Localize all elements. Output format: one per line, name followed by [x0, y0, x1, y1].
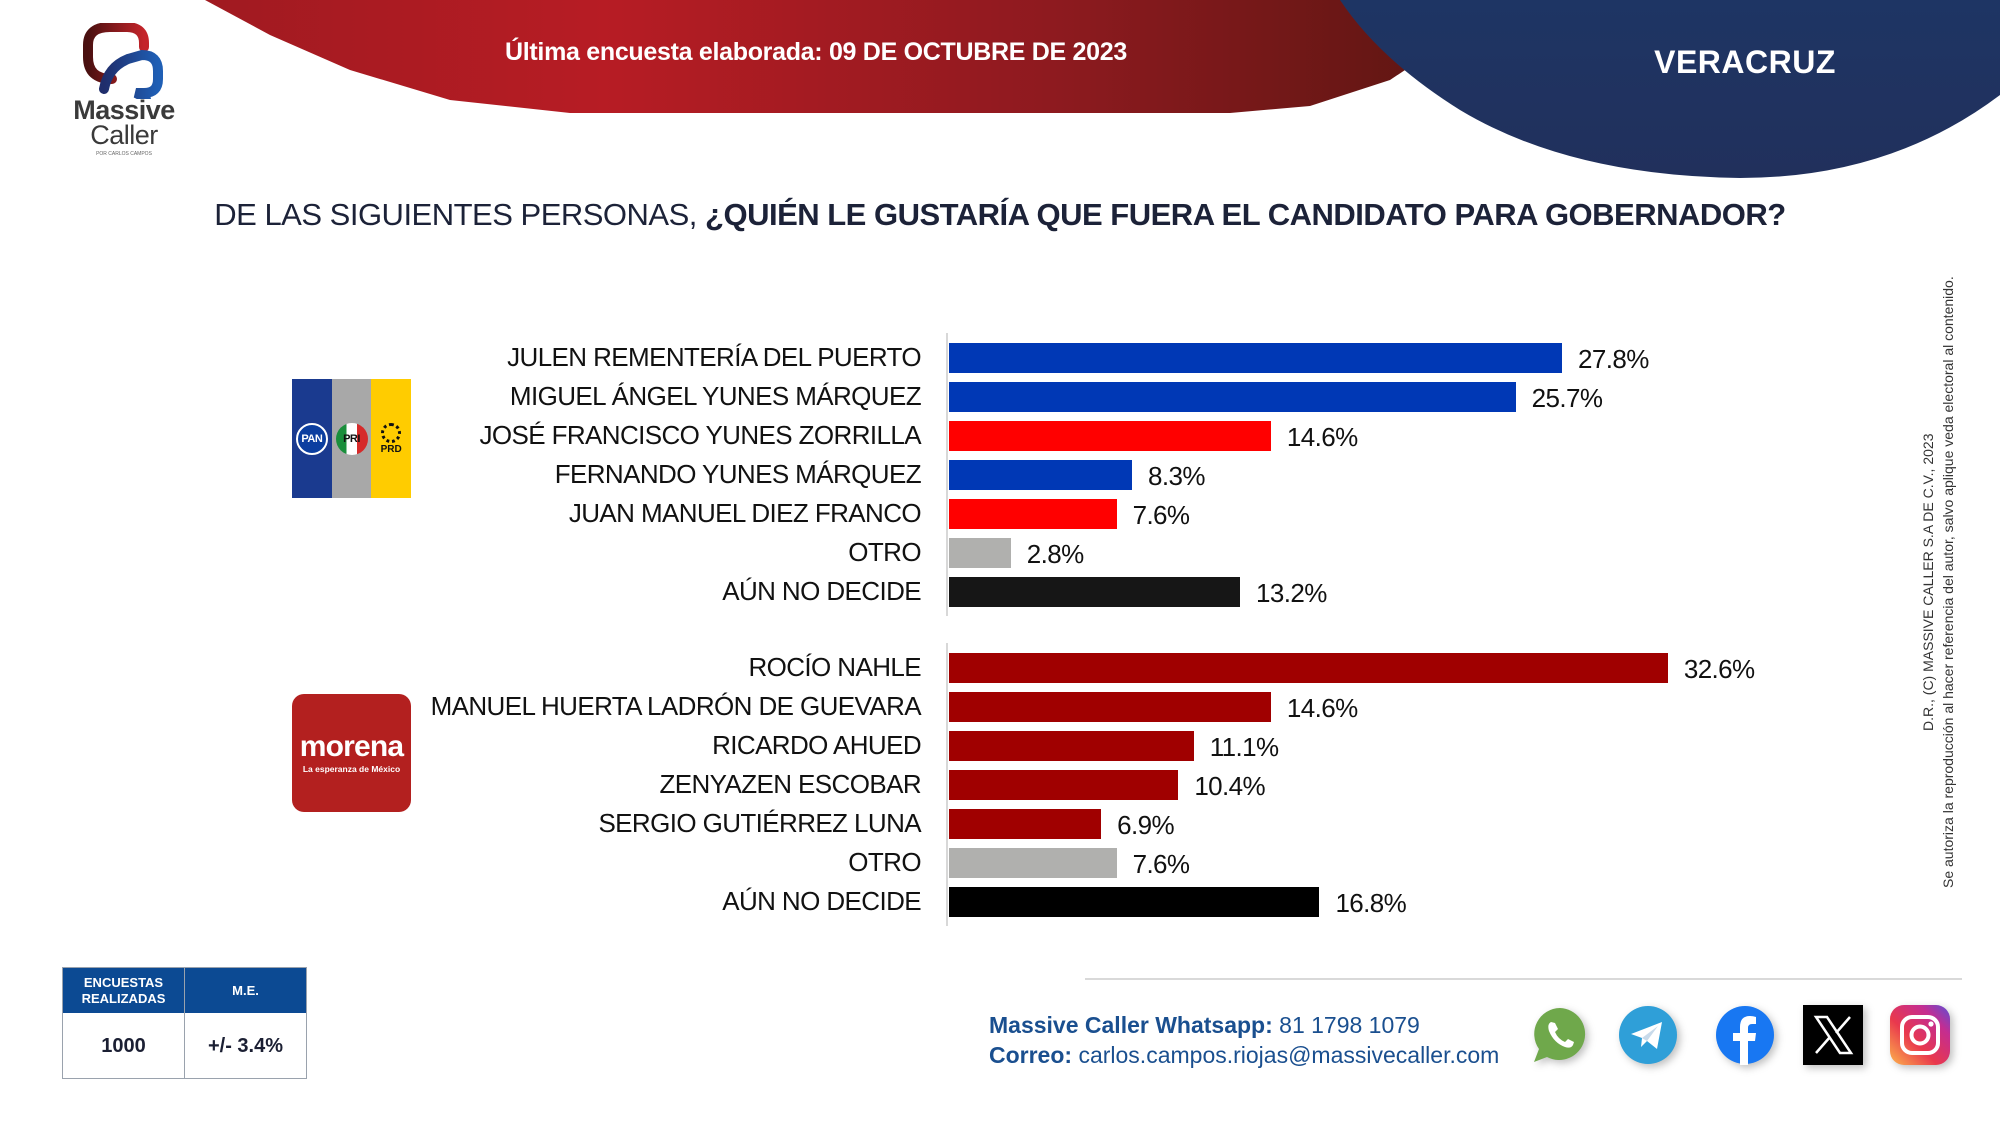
- surveys-done-value: 1000: [101, 1034, 146, 1057]
- value-label: 11.1%: [1209, 732, 1279, 762]
- survey-date: Última encuesta elaborada: 09 DE OCTUBRE…: [505, 38, 1127, 66]
- candidate-label: MANUEL HUERTA LADRÓN DE GUEVARA: [430, 691, 922, 721]
- candidate-label: ROCÍO NAHLE: [748, 652, 921, 682]
- pri-stripe: PRI: [331, 379, 372, 498]
- question-prefix: DE LAS SIGUIENTES PERSONAS,: [214, 197, 706, 232]
- email-link[interactable]: carlos.campos.riojas@massivecaller.com: [1078, 1042, 1500, 1068]
- value-label: 6.9%: [1117, 810, 1175, 840]
- candidate-label: SERGIO GUTIÉRREZ LUNA: [598, 808, 921, 838]
- value-label: 32.6%: [1683, 654, 1755, 684]
- whatsapp-contact: Massive Caller Whatsapp: 81 1798 1079: [989, 1012, 1420, 1039]
- prd-logo-text: PRD: [380, 443, 402, 455]
- candidate-label: JUAN MANUEL DIEZ FRANCO: [568, 498, 922, 528]
- pan-pri-prd-coalition-logo: PAN PRI PRD: [292, 379, 412, 498]
- whatsapp-label: Massive Caller Whatsapp:: [989, 1012, 1273, 1038]
- candidate-label: OTRO: [848, 847, 921, 877]
- bar: [949, 499, 1117, 529]
- morena-logo-word: morena: [299, 730, 404, 763]
- header-margin-of-error: M.E.: [185, 968, 306, 1013]
- email-label: Correo:: [989, 1042, 1073, 1068]
- facebook-icon[interactable]: [1715, 1005, 1775, 1065]
- bar: [949, 692, 1271, 722]
- copyright-line-2: Se autoriza la reproducción al hacer ref…: [1940, 276, 1956, 888]
- massive-caller-logo: Massive Caller POR CARLOS CAMPOS: [60, 15, 188, 163]
- bar: [949, 382, 1516, 412]
- prd-stripe: PRD: [371, 379, 412, 498]
- morena-logo-tagline: La esperanza de México: [302, 764, 401, 774]
- value-label: 16.8%: [1335, 888, 1407, 918]
- value-label: 10.4%: [1194, 771, 1266, 801]
- prd-sun-icon: [381, 422, 402, 443]
- value-label: 7.6%: [1132, 500, 1190, 530]
- whatsapp-icon[interactable]: [1530, 1005, 1590, 1065]
- value-label: 7.6%: [1132, 849, 1190, 879]
- logo-tagline: POR CARLOS CAMPOS: [96, 151, 152, 157]
- value-label: 8.3%: [1148, 461, 1205, 491]
- pan-stripe: PAN: [292, 379, 332, 498]
- bar: [949, 770, 1179, 800]
- bar: [949, 460, 1132, 490]
- header-surveys-done: ENCUESTAS REALIZADAS: [63, 968, 184, 1013]
- bar: [949, 731, 1194, 761]
- copyright-notice: D.R., (C) MASSIVE CALLER S.A DE C.V., 20…: [1918, 232, 1962, 932]
- bar: [949, 887, 1320, 917]
- question-title: DE LAS SIGUIENTES PERSONAS, ¿QUIÉN LE GU…: [150, 197, 1850, 233]
- x-icon[interactable]: [1803, 1005, 1863, 1065]
- candidate-label: MIGUEL ÁNGEL YUNES MÁRQUEZ: [509, 381, 922, 411]
- value-label: 2.8%: [1026, 539, 1084, 569]
- bar: [949, 848, 1117, 878]
- candidate-label: JULEN REMENTERÍA DEL PUERTO: [507, 342, 921, 372]
- logo-word-caller: Caller: [90, 120, 158, 150]
- state-name: VERACRUZ: [1654, 44, 1836, 80]
- question-emphasis: ¿QUIÉN LE GUSTARÍA QUE FUERA EL CANDIDAT…: [705, 197, 1786, 232]
- chart-axis-line: [946, 333, 948, 616]
- morena-logo: morena La esperanza de México: [292, 694, 411, 812]
- prd-logo: PRD: [380, 422, 402, 455]
- candidate-label: FERNANDO YUNES MÁRQUEZ: [554, 459, 922, 489]
- chart-axis-line: [946, 643, 948, 926]
- candidate-label: AÚN NO DECIDE: [722, 576, 921, 606]
- pri-logo-icon: PRI: [335, 422, 368, 455]
- table-column-divider: [184, 968, 185, 1078]
- copyright-line-1: D.R., (C) MASSIVE CALLER S.A DE C.V., 20…: [1920, 433, 1936, 731]
- email-contact: Correo: carlos.campos.riojas@massivecall…: [989, 1042, 1499, 1069]
- value-label: 13.2%: [1256, 578, 1327, 608]
- bar: [949, 421, 1271, 451]
- candidate-label: AÚN NO DECIDE: [722, 886, 921, 916]
- pan-logo-icon: PAN: [295, 422, 328, 455]
- margin-of-error-value: +/- 3.4%: [207, 1034, 284, 1057]
- bar: [949, 538, 1011, 568]
- bar: [949, 653, 1668, 683]
- value-label: 25.7%: [1531, 383, 1603, 413]
- candidate-label: RICARDO AHUED: [712, 730, 922, 760]
- bar: [949, 809, 1102, 839]
- candidate-label: JOSÉ FRANCISCO YUNES ZORRILLA: [479, 420, 921, 450]
- telegram-icon[interactable]: [1618, 1005, 1678, 1065]
- footer-separator: [1085, 978, 1962, 980]
- logo-speech-bubbles-icon: [83, 23, 163, 99]
- survey-stats-table: ENCUESTAS REALIZADAS M.E. 1000 +/- 3.4%: [62, 967, 307, 1079]
- instagram-icon[interactable]: [1890, 1005, 1950, 1065]
- value-label: 27.8%: [1577, 344, 1649, 374]
- logo-word-massive: Massive: [73, 95, 175, 125]
- bar: [949, 577, 1241, 607]
- candidate-label: ZENYAZEN ESCOBAR: [659, 769, 921, 799]
- whatsapp-number[interactable]: 81 1798 1079: [1279, 1012, 1420, 1038]
- candidate-label: OTRO: [848, 537, 921, 567]
- value-label: 14.6%: [1286, 693, 1358, 723]
- bar: [949, 343, 1562, 373]
- value-label: 14.6%: [1286, 422, 1358, 452]
- header-blue-shape: [1340, 0, 2000, 178]
